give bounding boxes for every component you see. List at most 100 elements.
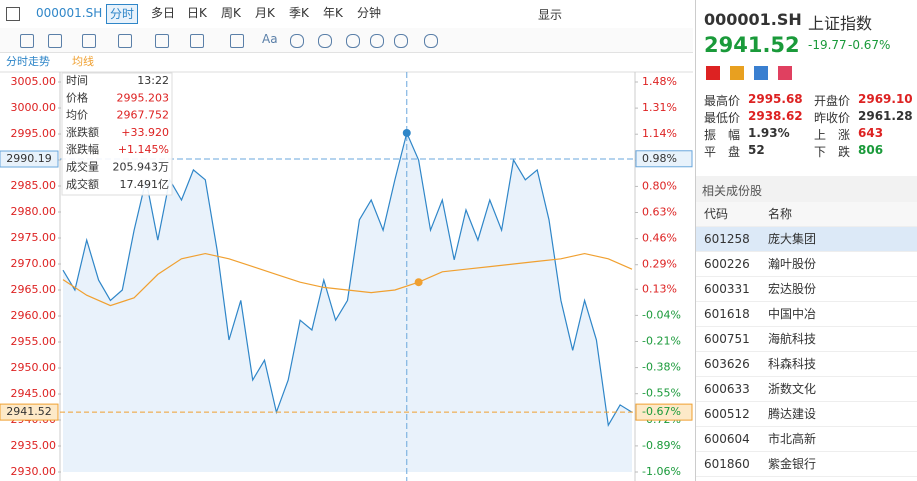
tooltip-value: +33.920: [121, 126, 169, 139]
stat-value: 2995.68: [748, 92, 803, 106]
period-tab[interactable]: 年K: [323, 6, 343, 20]
tool-icon[interactable]: [118, 34, 132, 48]
stock-name: 腾达建设: [768, 407, 817, 421]
chart: 分时走势均线3005.003000.002995.002990.002985.0…: [0, 54, 693, 481]
y-tick-label: 3005.00: [11, 75, 57, 88]
stock-row[interactable]: 600633 浙数文化: [696, 377, 917, 402]
y-tick-label: 2950.00: [11, 361, 57, 374]
y-tick-label: 2960.00: [11, 309, 57, 322]
tool-icon[interactable]: [230, 34, 244, 48]
flag-icon[interactable]: [778, 66, 792, 80]
quote-symbol: 000001.SH: [704, 10, 802, 29]
stock-row[interactable]: 600604 市北高新: [696, 427, 917, 452]
stat-value: 643: [858, 126, 884, 140]
tooltip-value: 205.943万: [113, 161, 170, 174]
chart-tab[interactable]: 分时走势: [6, 55, 50, 68]
period-tab[interactable]: 周K: [221, 6, 241, 20]
y2-tick-label: 0.29%: [642, 258, 677, 271]
stock-row[interactable]: 601618 中国中冶: [696, 302, 917, 327]
stock-name: 浙数文化: [768, 382, 817, 396]
tool-icon[interactable]: [20, 34, 34, 48]
y2-tick-label: 1.14%: [642, 127, 677, 140]
stock-code: 600512: [704, 407, 750, 421]
stock-row[interactable]: 600751 海航科技: [696, 327, 917, 352]
price-area: [63, 133, 632, 472]
y2-tick-label: -0.21%: [642, 334, 681, 347]
tool-icon[interactable]: [346, 34, 360, 48]
stat-key: 最低价: [704, 111, 741, 125]
stock-name: 中国中冶: [768, 307, 817, 321]
tool-icon[interactable]: [370, 34, 384, 48]
symbol[interactable]: 000001.SH: [36, 6, 103, 20]
drawing-toolbar: Aa: [0, 28, 693, 53]
flag-icon[interactable]: [730, 66, 744, 80]
stock-row[interactable]: 601258 庞大集团: [696, 227, 917, 252]
period-tab[interactable]: 季K: [289, 6, 309, 20]
last-label: 2941.52: [6, 405, 52, 418]
font-button[interactable]: Aa: [262, 32, 278, 46]
tool-icon[interactable]: [155, 34, 169, 48]
stock-name: 海航科技: [768, 332, 817, 346]
last-label-box: [635, 403, 693, 421]
stock-row[interactable]: 600226 瀚叶股份: [696, 252, 917, 277]
section-title: 相关成份股: [702, 184, 763, 198]
cursor-label-box: [0, 150, 59, 168]
tooltip-key: 涨跌幅: [66, 142, 99, 156]
stock-name: 庞大集团: [768, 232, 817, 246]
cursor-label: 0.98%: [642, 152, 677, 165]
tool-icon[interactable]: [290, 34, 304, 48]
y2-tick-label: -0.38%: [642, 361, 681, 374]
table-header: 代码 名称: [696, 202, 917, 227]
stock-code: 600604: [704, 432, 750, 446]
stat-key: 开盘价: [814, 94, 851, 108]
toolbar: 000001.SH 分时 多日 日K 周K 月K 季K 年K 分钟 显示: [0, 0, 693, 29]
period-tab[interactable]: 分时: [106, 4, 139, 24]
flag-icon[interactable]: [706, 66, 720, 80]
tooltip-value: 2995.203: [117, 91, 170, 104]
period-tab[interactable]: 分钟: [357, 6, 382, 20]
tool-icon[interactable]: [190, 34, 204, 48]
y-tick-label: 2985.00: [11, 179, 57, 192]
tool-icon[interactable]: [48, 34, 62, 48]
y2-tick-label: -0.55%: [642, 387, 681, 400]
stock-code: 600751: [704, 332, 750, 346]
y2-tick-label: 0.46%: [642, 232, 677, 245]
stock-code: 603626: [704, 357, 750, 371]
y-tick-label: 2995.00: [11, 127, 57, 140]
y-tick-label: 2955.00: [11, 335, 57, 348]
tool-icon[interactable]: [424, 34, 438, 48]
tooltip-value: 17.491亿: [120, 178, 170, 191]
tool-icon[interactable]: [82, 34, 96, 48]
display-menu[interactable]: 显示: [538, 8, 563, 22]
period-tab[interactable]: 多日: [151, 6, 176, 20]
quote-name: 上证指数: [808, 14, 873, 33]
y-tick-label: 2965.00: [11, 283, 57, 296]
quote-change-pct: -0.67%: [848, 38, 891, 52]
stat-key: 下 跌: [814, 145, 851, 159]
y2-tick-label: 0.80%: [642, 179, 677, 192]
stock-row[interactable]: 601860 紫金银行: [696, 452, 917, 477]
price-line: [62, 131, 633, 428]
stock-row[interactable]: 600331 宏达股份: [696, 277, 917, 302]
flag-icon[interactable]: [754, 66, 768, 80]
quote-price: 2941.52: [704, 33, 800, 57]
y2-tick-label: 0.63%: [642, 206, 677, 219]
tool-icon[interactable]: [318, 34, 332, 48]
period-tab[interactable]: 月K: [255, 6, 275, 20]
stock-row[interactable]: 603626 科森科技: [696, 352, 917, 377]
stock-code: 600226: [704, 257, 750, 271]
stock-code: 601860: [704, 457, 750, 471]
y2-tick-label: -0.89%: [642, 439, 681, 452]
stock-code: 601258: [704, 232, 750, 246]
last-label-box: [0, 403, 59, 421]
last-label: -0.67%: [642, 405, 681, 418]
stock-name: 紫金银行: [768, 457, 817, 471]
stock-row[interactable]: 600512 腾达建设: [696, 402, 917, 427]
period-tab[interactable]: 日K: [187, 6, 207, 20]
y-tick-label: 3000.00: [11, 101, 57, 114]
stock-code: 600633: [704, 382, 750, 396]
tool-icon[interactable]: [394, 34, 408, 48]
tooltip-box: [61, 72, 173, 196]
icon: [6, 7, 20, 21]
header-cell: 名称: [768, 207, 793, 221]
